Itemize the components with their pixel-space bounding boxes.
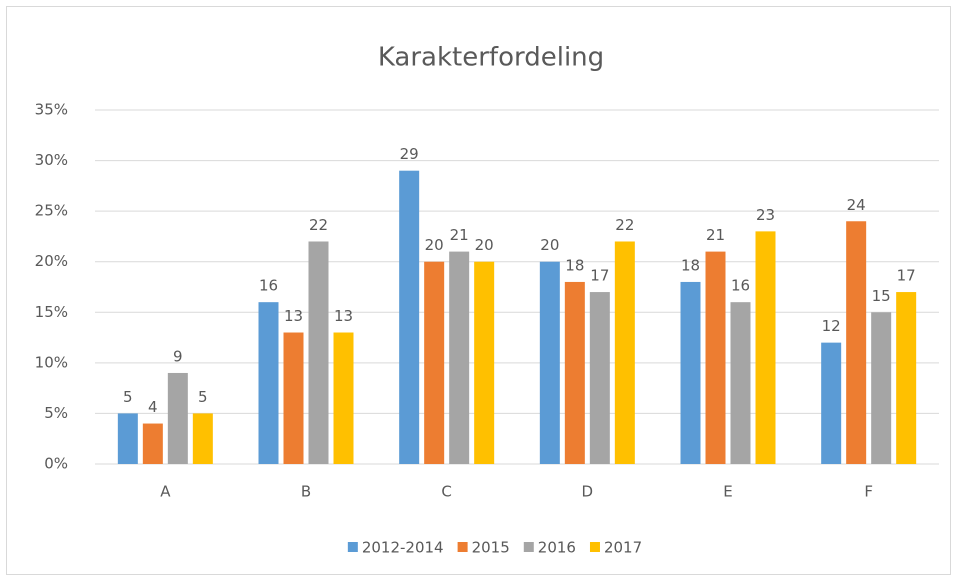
bar	[283, 332, 304, 464]
y-tick-label: 30%	[35, 151, 68, 169]
y-tick-label: 15%	[35, 303, 68, 321]
bar	[474, 261, 495, 464]
legend-label: 2016	[538, 539, 576, 557]
bar	[308, 241, 329, 464]
data-label: 15	[872, 287, 891, 305]
bar	[424, 261, 445, 464]
data-label: 5	[123, 388, 133, 406]
chart-title: Karakterfordeling	[378, 43, 604, 73]
data-label: 13	[284, 307, 303, 325]
data-label: 24	[847, 196, 866, 214]
data-label: 20	[540, 236, 559, 254]
data-label: 20	[475, 236, 494, 254]
bar	[258, 302, 279, 464]
y-tick-label: 10%	[35, 353, 68, 371]
bar	[755, 231, 776, 464]
legend-swatch	[589, 542, 600, 552]
legend-swatch	[347, 542, 358, 552]
data-label: 21	[450, 226, 469, 244]
data-label: 5	[198, 388, 208, 406]
data-label: 9	[173, 347, 183, 365]
bar	[167, 372, 188, 464]
data-label: 29	[400, 145, 419, 163]
bar	[871, 312, 892, 464]
data-label: 16	[259, 277, 278, 295]
data-label: 12	[822, 317, 841, 335]
bar	[333, 332, 354, 464]
bar	[896, 292, 917, 464]
legend-label: 2015	[472, 539, 510, 557]
bar	[117, 413, 138, 464]
bar	[589, 292, 610, 464]
x-tick-label: F	[864, 483, 873, 501]
data-label: 21	[706, 226, 725, 244]
data-label: 13	[334, 307, 353, 325]
data-label: 18	[565, 256, 584, 274]
data-label: 18	[681, 256, 700, 274]
bar	[730, 302, 751, 464]
bar	[449, 251, 470, 464]
bar	[539, 261, 560, 464]
x-tick-label: E	[723, 483, 732, 501]
legend-label: 2017	[604, 539, 642, 557]
bar	[821, 342, 842, 464]
bar	[614, 241, 635, 464]
legend-label: 2012-2014	[362, 539, 444, 557]
data-label: 23	[756, 206, 775, 224]
x-tick-label: B	[301, 483, 311, 501]
bar	[142, 423, 163, 464]
bar	[192, 413, 213, 464]
x-tick-label: C	[441, 483, 451, 501]
y-tick-label: 25%	[35, 202, 68, 220]
data-label: 22	[615, 216, 634, 234]
legend-swatch	[457, 542, 468, 552]
x-tick-label: D	[582, 483, 594, 501]
y-tick-label: 35%	[35, 101, 68, 119]
bar	[399, 170, 420, 464]
data-label: 20	[425, 236, 444, 254]
y-tick-label: 5%	[44, 404, 68, 422]
data-label: 17	[590, 267, 609, 285]
data-label: 16	[731, 277, 750, 295]
bar	[846, 221, 867, 464]
y-tick-label: 20%	[35, 252, 68, 270]
y-tick-label: 0%	[44, 455, 68, 473]
bar	[705, 251, 726, 464]
bar	[680, 281, 701, 464]
data-label: 4	[148, 398, 158, 416]
data-label: 17	[897, 267, 916, 285]
x-tick-label: A	[160, 483, 171, 501]
data-label: 22	[309, 216, 328, 234]
legend-swatch	[523, 542, 534, 552]
bar	[564, 281, 585, 464]
